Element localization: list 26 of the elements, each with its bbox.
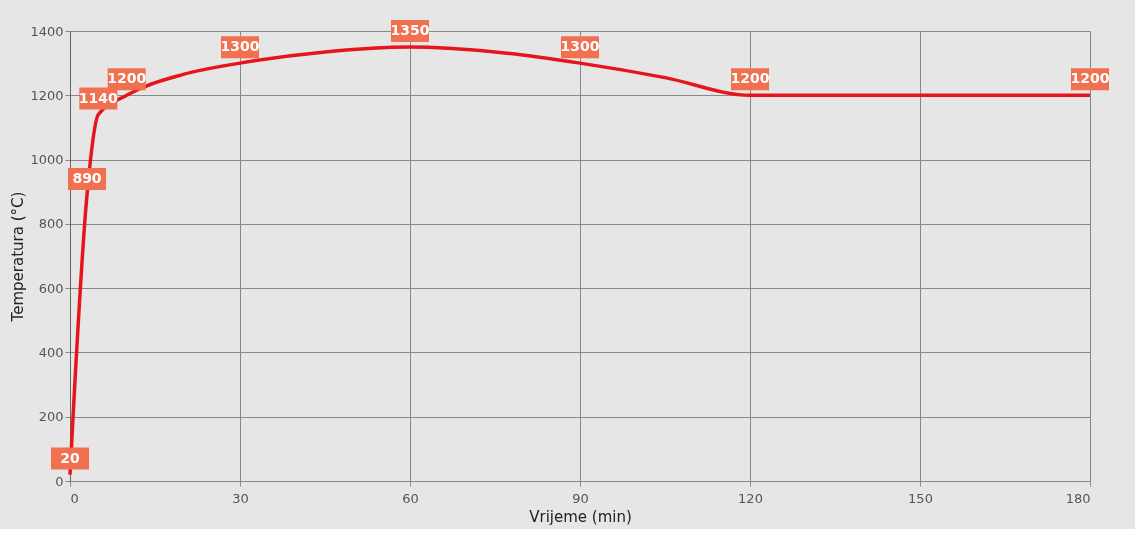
- data-label: 1300: [220, 38, 260, 55]
- y-tick-label: 1200: [30, 87, 64, 103]
- y-tick-label: 0: [55, 473, 64, 489]
- y-tick-label: 200: [38, 409, 64, 425]
- x-axis-title: Vrijeme (min): [529, 507, 632, 526]
- y-tick-label: 1000: [30, 152, 64, 168]
- y-tick-label: 600: [38, 280, 64, 296]
- x-tick-label: 30: [232, 490, 249, 506]
- data-label: 1200: [107, 70, 147, 87]
- data-label: 1140: [78, 89, 119, 106]
- x-tick-label: 150: [908, 490, 933, 506]
- y-tick-label: 800: [38, 216, 64, 232]
- y-tick-label: 1400: [30, 23, 64, 39]
- data-label: 1200: [1070, 70, 1110, 87]
- x-tick-label: 60: [402, 490, 419, 506]
- x-tick-label: 180: [1065, 490, 1091, 506]
- data-label: 20: [60, 449, 80, 466]
- data-label: 890: [72, 169, 102, 186]
- x-tick-label: 90: [572, 490, 589, 506]
- y-axis-title: Temperatura (°C): [9, 191, 28, 323]
- data-label: 1350: [390, 22, 430, 39]
- y-tick-label: 400: [38, 344, 64, 360]
- x-tick-label: 120: [738, 490, 763, 506]
- data-label: 1200: [730, 70, 770, 87]
- data-label: 1300: [560, 38, 600, 55]
- x-tick-label: 0: [70, 490, 79, 506]
